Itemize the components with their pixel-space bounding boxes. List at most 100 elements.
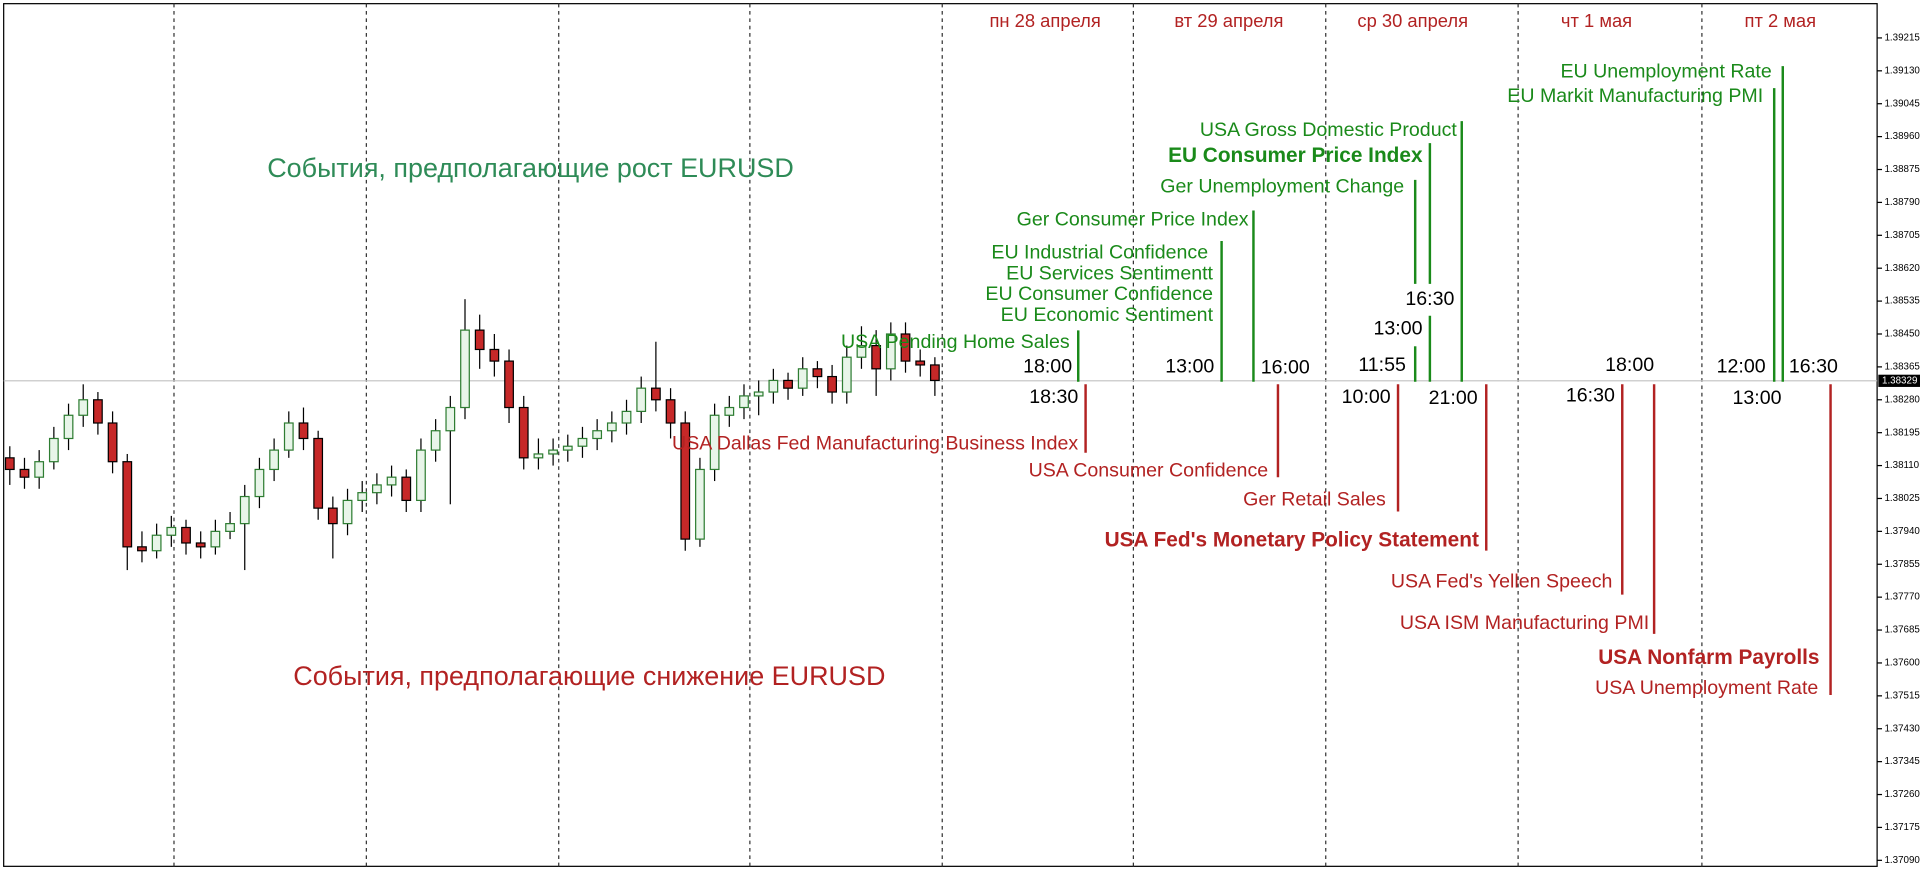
event-time: 16:30 [1405,288,1454,310]
candle-body [195,542,206,548]
y-tick-label: 1.38110 [1884,460,1919,471]
candle-body [915,360,926,366]
day-label: ср 30 апреля [1357,10,1468,31]
day-label: вт 29 апреля [1174,10,1283,31]
y-tick-label: 1.37940 [1884,526,1920,537]
event-label: EU Economic Sentiment [1001,304,1214,326]
event-label: USA Fed's Monetary Policy Statement [1105,528,1479,551]
event-time: 18:30 [1029,386,1078,408]
event-time: 11:55 [1358,354,1406,376]
candle-body [797,368,808,389]
event-time: 13:00 [1733,387,1782,409]
candle-body [210,530,221,548]
event-time: 13:00 [1165,355,1214,377]
event-time: 13:00 [1374,317,1423,339]
y-tick-label: 1.37855 [1884,559,1920,570]
candle-body [783,379,793,389]
event-label: EU Consumer Price Index [1168,144,1423,167]
y-tick-label: 1.39130 [1884,65,1920,76]
candle-body [34,461,45,478]
y-tick-label: 1.38960 [1884,131,1920,142]
candle-body [137,546,147,552]
y-tick-label: 1.38280 [1884,394,1920,405]
candle-body [386,476,397,486]
candle-body [856,344,867,358]
candle-body [562,445,573,451]
candle-body [665,399,676,424]
y-tick-label: 1.37600 [1884,658,1920,669]
event-label: Ger Consumer Price Index [1017,208,1249,230]
candle-body [533,453,544,459]
candle-body [489,348,500,362]
event-label: USA Gross Domestic Product [1200,119,1458,141]
candle-body [900,333,911,362]
candle-body [239,495,250,525]
last-price-box [1878,374,1920,387]
event-label: USA Nonfarm Payrolls [1598,646,1819,669]
candle-body [93,399,103,424]
candle-body [929,364,940,382]
candle-body [430,430,441,451]
day-label: чт 1 мая [1561,10,1632,31]
event-time: 18:00 [1023,355,1072,377]
candle-body [4,457,15,471]
last-price-label: 1.38329 [1882,375,1917,386]
candle-body [504,360,514,409]
candle-body [753,391,764,397]
event-label: USA Consumer Confidence [1029,459,1269,481]
candle-body [122,461,133,548]
candle-body [621,410,632,424]
event-label: USA Dallas Fed Manufacturing Business In… [672,432,1078,454]
candle-body [739,395,749,409]
candle-body [342,499,353,525]
candle-body [254,468,265,498]
event-label: Ger Retail Sales [1243,489,1386,511]
event-label: USA Fed's Yellen Speech [1391,571,1613,593]
marks [3,299,1878,571]
heading-fall: События, предполагающие снижение EURUSD [293,661,885,691]
event-time: 21:00 [1429,387,1478,409]
candle-body [474,329,485,351]
candle-body [695,468,705,540]
candle-body [401,476,412,502]
y-tick-label: 1.39215 [1884,33,1920,44]
candle-body [577,437,588,447]
y-tick-label: 1.38705 [1884,230,1920,241]
candle-body [680,422,691,540]
fall-lines [1084,384,1832,696]
event-label: USA ISM Manufacturing PMI [1400,612,1649,634]
event-label: EU Unemployment Rate [1560,60,1771,82]
candle-body [283,422,294,451]
candle-body [225,523,235,532]
candle-body [19,468,30,478]
y-tick-label: 1.39045 [1884,98,1920,109]
candle-body [151,534,162,552]
event-time: 12:00 [1717,355,1766,377]
candle-body [371,484,382,494]
candle-body [298,422,309,440]
candle-body [166,526,177,536]
event-label: Ger Unemployment Change [1160,175,1404,197]
heading-rise: События, предполагающие рост EURUSD [267,153,794,183]
event-time: 18:00 [1605,354,1654,376]
rise-lines [1077,66,1784,382]
candle-body [812,368,823,378]
candle-body [327,507,338,525]
y-tick-label: 1.37175 [1884,822,1920,833]
candle-body [518,406,529,459]
y-tick-label: 1.37430 [1884,723,1920,734]
y-tick-label: 1.38450 [1884,329,1920,340]
candle-body [445,406,456,432]
y-tick-label: 1.38875 [1884,164,1920,175]
day-label: пт 2 мая [1745,10,1817,31]
day-label: пн 28 апреля [989,10,1100,31]
y-tick-label: 1.38535 [1884,296,1920,307]
candle-body [827,375,837,393]
candle-body [48,437,59,463]
candle-body [181,526,191,544]
candle-body [636,387,647,413]
y-tick-label: 1.37515 [1884,690,1920,701]
y-tick-label: 1.38025 [1884,493,1920,504]
